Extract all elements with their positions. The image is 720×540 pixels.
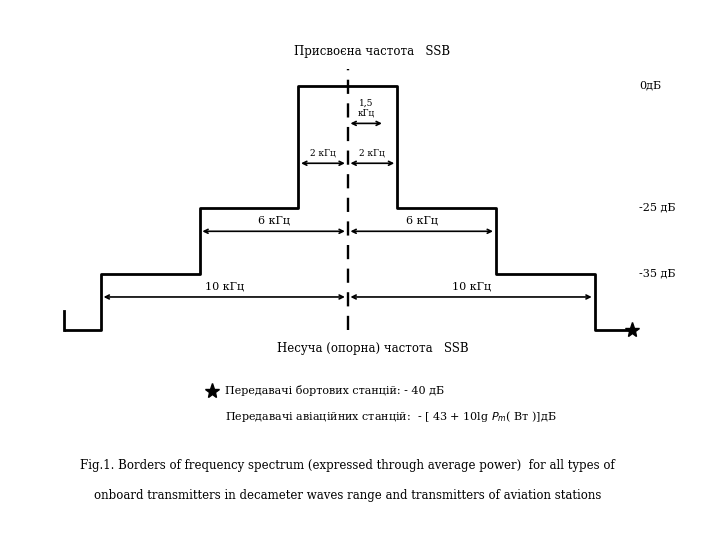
Text: -35 дБ: -35 дБ [639,268,675,279]
Text: 10 кГц: 10 кГц [451,281,490,292]
Text: 10 кГц: 10 кГц [204,281,244,292]
Text: 1,5
кГц: 1,5 кГц [358,99,375,118]
Text: Передавачі авіаційних станцій:  - [ 43 + 10lg $\mathit{P}_{\mathit{m}}$( Вт )]дБ: Передавачі авіаційних станцій: - [ 43 + … [225,409,557,424]
Text: Присвоєна частота   SSB: Присвоєна частота SSB [294,45,451,58]
Text: Fig.1. Borders of frequency spectrum (expressed through average power)  for all : Fig.1. Borders of frequency spectrum (ex… [81,459,615,472]
Text: onboard transmitters in decameter waves range and transmitters of aviation stati: onboard transmitters in decameter waves … [94,489,601,502]
Text: 2 кГц: 2 кГц [359,148,385,158]
Text: Несуча (опорна) частота   SSB: Несуча (опорна) частота SSB [276,341,468,355]
Text: 0дБ: 0дБ [639,81,661,91]
Text: -25 дБ: -25 дБ [639,203,675,213]
Text: 2 кГц: 2 кГц [310,148,336,158]
Text: 6 кГц: 6 кГц [258,215,289,226]
Text: Передавачі бортових станцій: - 40 дБ: Передавачі бортових станцій: - 40 дБ [225,386,444,396]
Text: 6 кГц: 6 кГц [405,215,438,226]
